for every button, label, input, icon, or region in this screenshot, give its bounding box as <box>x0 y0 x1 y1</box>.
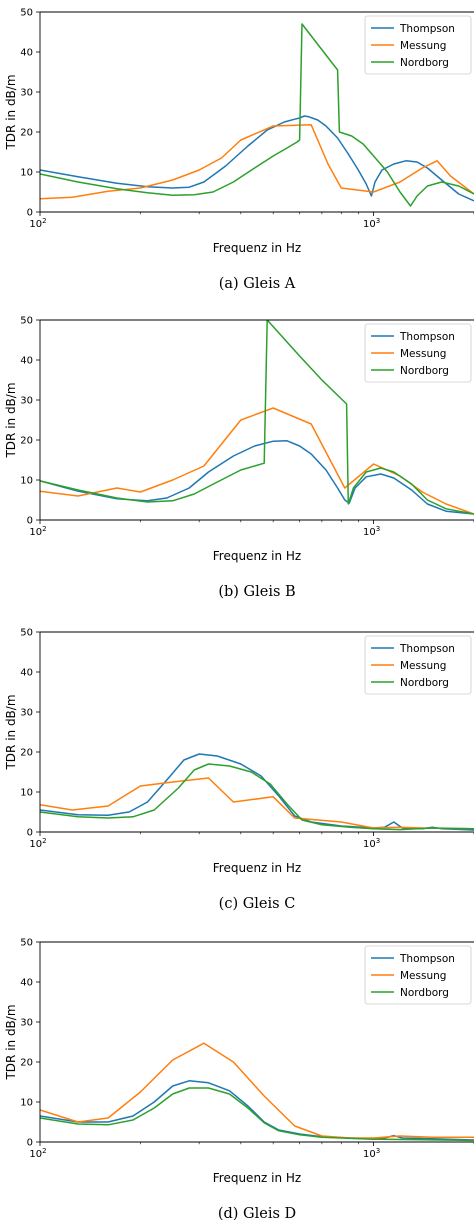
series-line-nordborg <box>40 1087 474 1142</box>
series-line-thompson <box>40 115 474 202</box>
y-tick-label: 0 <box>27 1138 33 1149</box>
y-tick-label: 20 <box>20 1058 33 1069</box>
x-axis-label: Frequenz in Hz <box>213 861 301 875</box>
y-tick-label: 40 <box>20 356 33 367</box>
y-tick-label: 10 <box>20 788 33 799</box>
legend-label-nordborg: Nordborg <box>400 987 449 999</box>
y-tick-label: 10 <box>20 168 33 179</box>
y-tick-label: 50 <box>20 938 33 949</box>
series-line-messung <box>40 124 474 200</box>
series-line-nordborg <box>40 763 474 831</box>
series-line-nordborg <box>40 23 474 207</box>
series-line-nordborg <box>40 320 474 515</box>
legend-label-nordborg: Nordborg <box>400 677 449 689</box>
y-tick-label: 50 <box>20 8 33 19</box>
y-tick-label: 40 <box>20 668 33 679</box>
chart-panel-3: 0 10 20 30 40 50 102 103 Frequenz in Hz TDR in dB… <box>4 628 474 912</box>
y-tick-label: 50 <box>20 316 33 327</box>
y-axis-label: TDR in dB/m <box>4 74 18 150</box>
y-axis-label: TDR in dB/m <box>4 694 18 770</box>
x-tick-label: 103 <box>363 525 380 538</box>
y-tick-label: 40 <box>20 978 33 989</box>
legend-box <box>364 323 472 383</box>
legend-label-nordborg: Nordborg <box>400 365 449 377</box>
x-tick-label: 102 <box>29 837 46 850</box>
legend-box <box>364 945 472 1005</box>
y-tick-label: 10 <box>20 476 33 487</box>
legend-label-thompson: Thompson <box>399 331 455 343</box>
y-axis-label: TDR in dB/m <box>4 382 18 458</box>
y-axis-label: TDR in dB/m <box>4 1004 18 1080</box>
series-group <box>40 320 474 515</box>
y-tick-label: 0 <box>27 208 33 219</box>
series-group <box>40 1042 474 1142</box>
y-tick-label: 50 <box>20 628 33 639</box>
legend: Thompson Messung Nordborg <box>364 635 472 695</box>
panel-caption: (a) Gleis A <box>219 276 296 292</box>
series-line-thompson <box>40 1080 474 1141</box>
y-tick-label: 10 <box>20 1098 33 1109</box>
legend: Thompson Messung Nordborg <box>364 945 472 1005</box>
y-tick-label: 30 <box>20 1018 33 1029</box>
chart-panel-4: 0 10 20 30 40 50 102 103 Frequenz in Hz TDR in dB… <box>4 938 474 1220</box>
legend-label-thompson: Thompson <box>399 953 455 965</box>
x-axis-label: Frequenz in Hz <box>213 241 301 255</box>
legend-label-thompson: Thompson <box>399 23 455 35</box>
x-tick-label: 103 <box>363 217 380 230</box>
panel-caption: (b) Gleis B <box>218 584 295 600</box>
legend-label-messung: Messung <box>400 970 446 982</box>
series-line-messung <box>40 1042 474 1139</box>
chart-panel-2: 0 10 20 30 40 50 102 103 Frequenz in Hz TDR in dB… <box>4 316 474 600</box>
y-tick-label: 20 <box>20 748 33 759</box>
series-line-thompson <box>40 440 474 515</box>
legend: Thompson Messung Nordborg <box>364 15 472 75</box>
x-tick-label: 103 <box>363 1147 380 1160</box>
x-tick-label: 103 <box>363 837 380 850</box>
legend-label-messung: Messung <box>400 40 446 52</box>
y-tick-label: 20 <box>20 436 33 447</box>
legend-label-nordborg: Nordborg <box>400 57 449 69</box>
y-tick-label: 30 <box>20 708 33 719</box>
series-group <box>40 23 474 207</box>
series-group <box>40 753 474 831</box>
x-tick-label: 102 <box>29 217 46 230</box>
panel-caption: (d) Gleis D <box>218 1206 296 1220</box>
x-tick-label: 102 <box>29 525 46 538</box>
legend-box <box>364 15 472 75</box>
y-tick-label: 20 <box>20 128 33 139</box>
x-tick-label: 102 <box>29 1147 46 1160</box>
y-tick-label: 30 <box>20 396 33 407</box>
series-line-messung <box>40 407 474 515</box>
x-axis-label: Frequenz in Hz <box>213 549 301 563</box>
legend: Thompson Messung Nordborg <box>364 323 472 383</box>
legend-label-messung: Messung <box>400 348 446 360</box>
y-tick-label: 30 <box>20 88 33 99</box>
series-line-messung <box>40 777 474 830</box>
legend-label-messung: Messung <box>400 660 446 672</box>
y-tick-label: 40 <box>20 48 33 59</box>
x-axis-label: Frequenz in Hz <box>213 1171 301 1185</box>
y-tick-label: 0 <box>27 516 33 527</box>
legend-box <box>364 635 472 695</box>
y-tick-label: 0 <box>27 828 33 839</box>
legend-label-thompson: Thompson <box>399 643 455 655</box>
panel-caption: (c) Gleis C <box>219 896 296 912</box>
chart-panel-1: 0 10 20 30 40 50 102 103 Frequenz in Hz TDR in dB… <box>4 8 474 292</box>
